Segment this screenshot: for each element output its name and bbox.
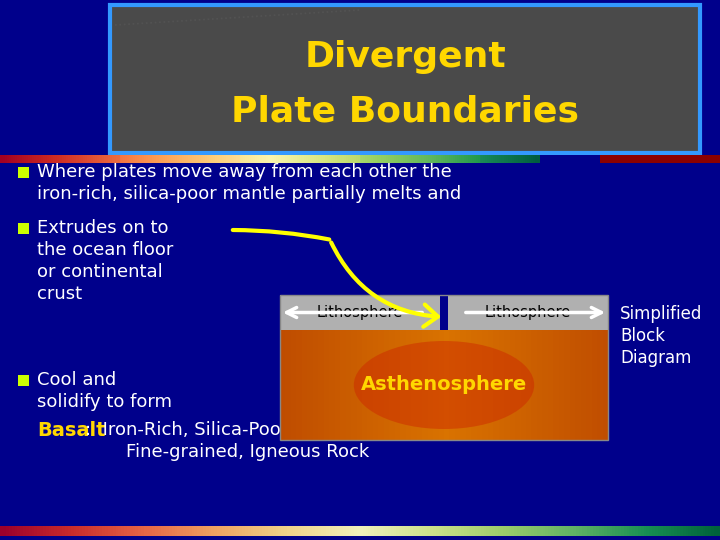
FancyArrowPatch shape [331, 242, 438, 327]
Bar [379, 330, 385, 440]
Bar [307, 330, 314, 440]
Text: Asthenosphere: Asthenosphere [361, 375, 527, 395]
Bar [600, 155, 720, 163]
Bar [499, 330, 505, 440]
Bar [384, 330, 390, 440]
Bar [480, 155, 600, 163]
Text: iron-rich, silica-poor mantle partially melts and: iron-rich, silica-poor mantle partially … [37, 185, 462, 203]
Bar [592, 330, 598, 440]
Bar [280, 295, 608, 440]
Bar [291, 330, 297, 440]
Bar [586, 330, 593, 440]
Bar [526, 330, 533, 440]
Text: Where plates move away from each other the: Where plates move away from each other t… [37, 163, 451, 181]
Bar [110, 5, 700, 153]
Bar [455, 330, 462, 440]
Bar [422, 330, 428, 440]
Bar [400, 330, 407, 440]
Bar [324, 330, 330, 440]
Bar [521, 330, 527, 440]
Bar [280, 295, 440, 330]
Text: Simplified: Simplified [620, 305, 703, 323]
Text: the ocean floor: the ocean floor [37, 241, 174, 259]
Bar [318, 330, 325, 440]
Bar [356, 330, 363, 440]
Bar [504, 330, 510, 440]
Bar [312, 330, 319, 440]
Text: Lithosphere: Lithosphere [317, 305, 403, 320]
Bar [542, 330, 549, 440]
Text: solidify to form: solidify to form [37, 393, 172, 411]
Bar [537, 330, 544, 440]
Text: Fine-grained, Igneous Rock: Fine-grained, Igneous Rock [103, 443, 369, 461]
Bar [482, 330, 489, 440]
Bar [460, 330, 467, 440]
Bar [448, 295, 608, 330]
Bar [449, 330, 456, 440]
Bar [559, 330, 565, 440]
Bar [564, 330, 571, 440]
Bar [120, 155, 240, 163]
Text: or continental: or continental [37, 263, 163, 281]
Text: Cool and: Cool and [37, 371, 116, 389]
Bar [548, 330, 554, 440]
Bar [580, 330, 587, 440]
Bar [351, 330, 358, 440]
Bar [329, 330, 336, 440]
Text: Extrudes on to: Extrudes on to [37, 219, 168, 237]
Text: crust: crust [37, 285, 82, 303]
Bar [285, 330, 292, 440]
Bar [603, 330, 609, 440]
Bar [575, 330, 582, 440]
Bar [406, 330, 412, 440]
Text: Diagram: Diagram [620, 349, 691, 367]
Text: Plate Boundaries: Plate Boundaries [231, 94, 579, 129]
Text: Basalt: Basalt [37, 421, 106, 440]
Bar [280, 330, 287, 440]
Bar [487, 330, 494, 440]
Bar [433, 330, 439, 440]
Bar [510, 330, 516, 440]
Bar [395, 330, 401, 440]
Text: :  Iron-Rich, Silica-Poor, Dense Dark,: : Iron-Rich, Silica-Poor, Dense Dark, [85, 421, 411, 439]
Bar [597, 330, 603, 440]
Bar [367, 330, 374, 440]
Text: Lithosphere: Lithosphere [485, 305, 571, 320]
Bar [444, 330, 451, 440]
Text: Block: Block [620, 327, 665, 345]
Bar [472, 330, 478, 440]
Bar [428, 330, 434, 440]
Bar [240, 155, 360, 163]
Bar [0, 155, 120, 163]
Bar [438, 330, 445, 440]
Bar [531, 330, 538, 440]
Bar [493, 330, 500, 440]
Bar [515, 330, 521, 440]
Bar [570, 330, 576, 440]
Bar [340, 330, 346, 440]
Bar [411, 330, 418, 440]
Bar [554, 330, 560, 440]
Bar [417, 330, 423, 440]
Bar [297, 330, 303, 440]
Bar [18, 375, 29, 386]
Bar [360, 155, 480, 163]
FancyArrowPatch shape [233, 230, 329, 239]
Bar [373, 330, 379, 440]
Bar [302, 330, 308, 440]
Bar [362, 330, 369, 440]
Text: Divergent: Divergent [304, 40, 506, 74]
Bar [477, 330, 483, 440]
Bar [346, 330, 352, 440]
Ellipse shape [354, 341, 534, 429]
Bar [466, 330, 472, 440]
Bar [18, 166, 29, 178]
Bar [18, 222, 29, 233]
Bar [335, 330, 341, 440]
Bar [390, 330, 396, 440]
